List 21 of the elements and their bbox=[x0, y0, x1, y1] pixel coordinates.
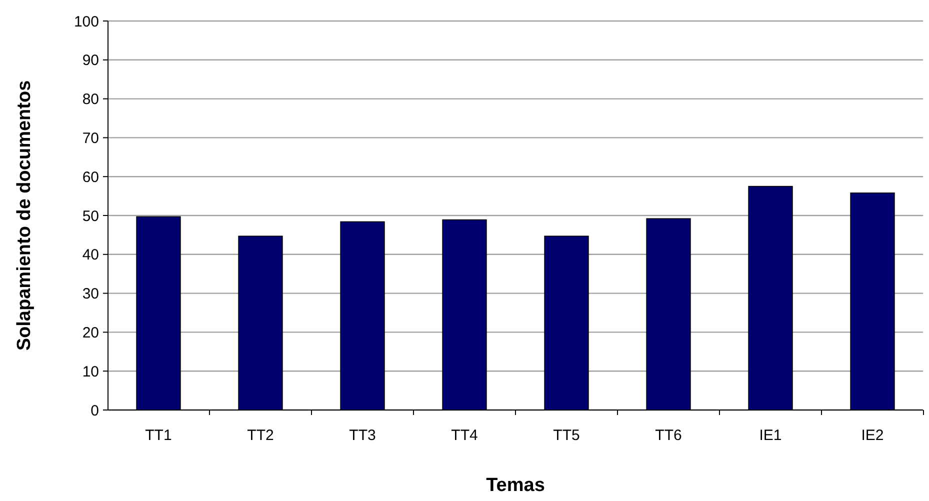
y-tick-label: 20 bbox=[82, 324, 99, 342]
y-tick-label: 100 bbox=[74, 13, 99, 30]
y-tick-label: 30 bbox=[82, 286, 99, 303]
x-tick-label: TT1 bbox=[145, 427, 172, 444]
x-tick-label: TT6 bbox=[655, 427, 682, 444]
y-tick-label: 60 bbox=[82, 168, 99, 186]
y-tick-label: 40 bbox=[82, 246, 99, 264]
x-tick-label: TT4 bbox=[451, 427, 478, 444]
y-axis-title: Solapamiento de documentos bbox=[14, 80, 35, 351]
x-tick-label: IE2 bbox=[861, 427, 884, 444]
y-tick-label: 80 bbox=[82, 91, 99, 108]
x-tick-label: TT5 bbox=[553, 427, 580, 444]
x-tick-label: TT3 bbox=[349, 427, 376, 444]
y-tick-label: 70 bbox=[82, 130, 99, 147]
y-tick-label: 10 bbox=[82, 363, 99, 380]
y-tick-label: 50 bbox=[82, 208, 99, 225]
x-tick-label: TT2 bbox=[247, 427, 274, 444]
x-tick-label: IE1 bbox=[759, 427, 782, 444]
y-tick-label: 90 bbox=[82, 52, 99, 70]
y-tick-label: 0 bbox=[90, 402, 99, 420]
x-axis-title: Temas bbox=[486, 475, 545, 496]
